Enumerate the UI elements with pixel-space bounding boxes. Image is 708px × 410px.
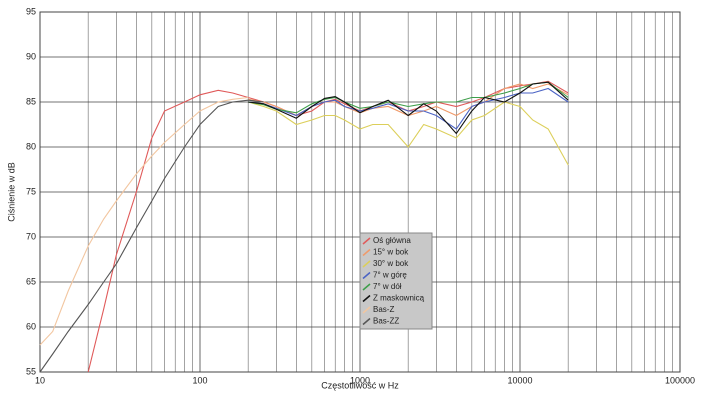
y-tick-label: 70	[26, 231, 36, 241]
y-tick-label: 95	[26, 6, 36, 16]
x-tick-label: 10000	[507, 375, 532, 385]
y-tick-label: 55	[26, 366, 36, 376]
x-axis-label: Częstotliwość w Hz	[321, 380, 399, 390]
legend: Oś główna 15° w bok 30° w bok 7° w górę 7° w…	[359, 232, 433, 330]
legend-swatch	[362, 306, 371, 314]
y-tick-label: 60	[26, 321, 36, 331]
x-tick-label: 1000	[350, 375, 370, 385]
series-line	[248, 81, 569, 135]
legend-box	[359, 232, 433, 330]
series-line	[39, 99, 264, 373]
legend-swatch	[362, 294, 371, 303]
y-tick-label: 65	[26, 276, 36, 286]
x-tick-label: 100	[192, 375, 207, 385]
legend-label: 7° w górę	[373, 271, 407, 280]
series-line	[248, 101, 569, 166]
legend-swatch	[362, 248, 371, 257]
legend-label: Oś główna	[373, 236, 411, 245]
y-tick-label: 85	[26, 96, 36, 106]
x-tick-label: 100000	[665, 375, 695, 385]
legend-swatch	[362, 237, 371, 245]
series-line	[248, 81, 569, 114]
legend-label: 15° w bok	[373, 248, 409, 257]
legend-swatch	[362, 317, 371, 326]
y-axis-label: Ciśnienie w dB	[6, 162, 16, 222]
y-tick-label: 75	[26, 186, 36, 196]
legend-label: 30° w bok	[373, 259, 409, 268]
legend-label: Z maskownicą	[373, 294, 425, 303]
y-tick-label: 80	[26, 141, 36, 151]
legend-swatch	[362, 260, 371, 268]
x-tick-label: 10	[35, 375, 45, 385]
series-line	[39, 96, 249, 346]
legend-label: 7° w dół	[373, 282, 402, 291]
legend-label: Bas-ZZ	[373, 317, 399, 326]
legend-swatch	[362, 283, 371, 291]
legend-label: Bas-Z	[373, 305, 394, 314]
y-tick-label: 90	[26, 51, 36, 61]
legend-swatch	[362, 271, 371, 280]
